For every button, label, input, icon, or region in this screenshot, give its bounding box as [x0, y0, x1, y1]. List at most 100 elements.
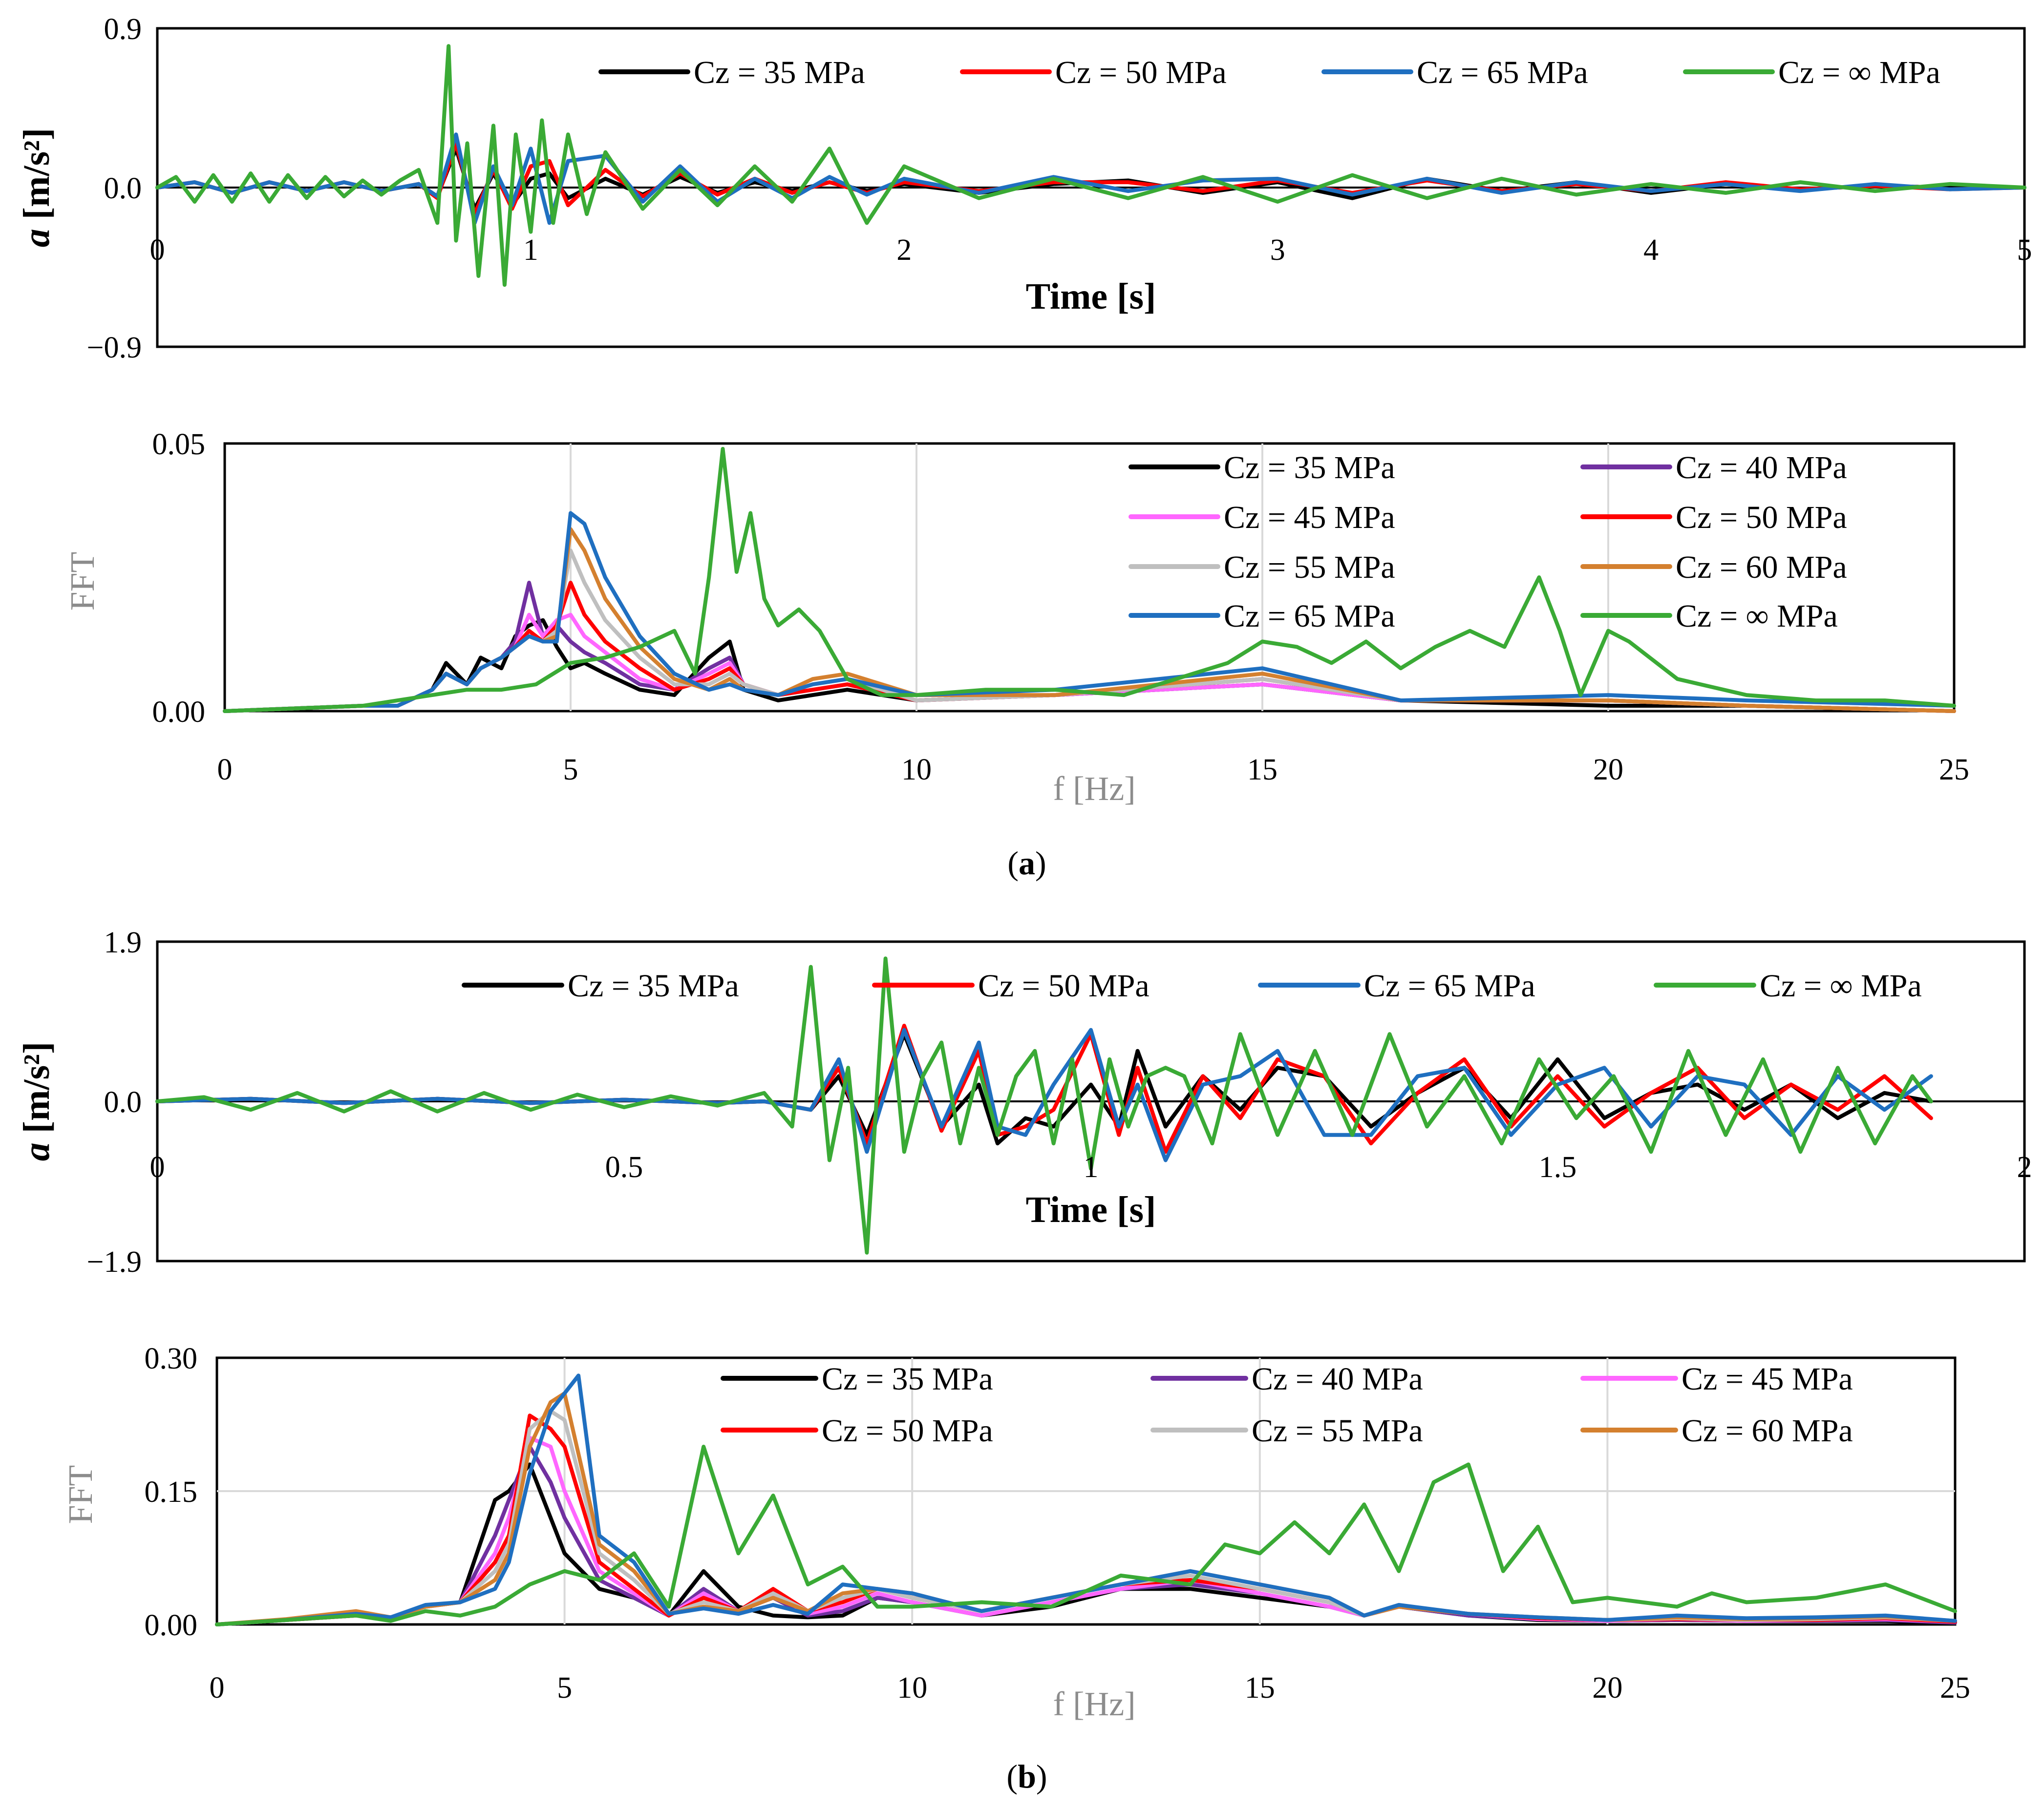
x-axis-title-a-fft: f [Hz]	[1053, 770, 1135, 808]
legend-label: Cz = 45 MPa	[1224, 500, 1395, 535]
legend-a-time: Cz = 35 MPa Cz = 50 MPa Cz = 65 MPa Cz = ∞ …	[598, 55, 1940, 90]
legend-label: Cz = ∞ MPa	[1676, 598, 1838, 634]
legend-label: Cz = 35 MPa	[568, 968, 739, 1004]
legend-label: Cz = 35 MPa	[822, 1361, 993, 1397]
y-tick-label: 0.0	[104, 172, 142, 205]
legend-label: Cz = 50 MPa	[1676, 500, 1847, 535]
x-tick-label: 1	[1084, 1151, 1099, 1184]
y-tick-label: 0.00	[152, 695, 206, 729]
y-tick-label: 0.15	[145, 1475, 198, 1509]
y-axis-title-b-fft: FFT	[62, 1465, 100, 1524]
series-line-cz65	[215, 1373, 1957, 1626]
legend-label: Cz = 50 MPa	[1055, 55, 1227, 90]
y-tick-label: 0.9	[104, 13, 142, 46]
caption-a-letter: a	[1019, 844, 1035, 882]
y-axis-title-b-time: a [m/s²]	[16, 1042, 57, 1161]
series-layer-b-time	[155, 956, 2024, 1255]
legend-label: Cz = ∞ MPa	[1778, 55, 1940, 90]
legend-label: Cz = 45 MPa	[1682, 1361, 1853, 1397]
caption-b-letter: b	[1018, 1758, 1036, 1795]
caption-a-open: (	[1007, 844, 1019, 882]
x-tick-label: 20	[1592, 1671, 1622, 1705]
y-tick-label: 1.9	[104, 926, 142, 959]
x-ticks-b-fft: 0 5 10 15 20 25	[210, 1671, 1971, 1705]
legend-label: Cz = 55 MPa	[1252, 1413, 1423, 1449]
y-ticks-a-time: 0.9 0.0 −0.9	[87, 13, 142, 364]
chart-a-time-history: 0 1 2 3 4 5 0.9 0.0 −0.9 Time [s] a [m/s²] Cz =…	[16, 13, 2032, 364]
legend-a-fft: Cz = 35 MPa Cz = 40 MPa Cz = 45 MPa Cz = 50…	[1128, 450, 1847, 634]
x-tick-label: 5	[557, 1671, 572, 1705]
x-tick-label: 0	[210, 1671, 225, 1705]
y-axis-title-a-fft: FFT	[64, 552, 102, 611]
legend-label: Cz = 50 MPa	[978, 968, 1150, 1004]
y-ticks-b-fft: 0.30 0.15 0.00	[145, 1342, 198, 1642]
legend-b-fft: Cz = 35 MPa Cz = 40 MPa Cz = 45 MPa Cz = 50…	[721, 1361, 1853, 1449]
series-layer-a-fft	[223, 447, 1956, 713]
legend-label: Cz = 60 MPa	[1682, 1413, 1853, 1449]
x-tick-label: 10	[901, 753, 932, 786]
series-line-czinf	[155, 44, 2026, 287]
x-tick-label: 0	[217, 753, 233, 786]
x-axis-title-b-fft: f [Hz]	[1053, 1686, 1135, 1723]
chart-b-fft: 0 5 10 15 20 25 0.30 0.15 0.00 f [Hz] FFT Cz = …	[62, 1342, 1970, 1723]
x-tick-label: 0	[150, 1151, 165, 1184]
x-tick-label: 5	[563, 753, 578, 786]
caption-a-close: )	[1035, 844, 1046, 882]
legend-label: Cz = ∞ MPa	[1760, 968, 1922, 1004]
x-tick-label: 3	[1270, 233, 1285, 267]
series-layer-a-time	[155, 44, 2026, 287]
y-tick-label: 0.00	[145, 1609, 198, 1642]
x-tick-label: 1.5	[1539, 1151, 1577, 1184]
legend-label: Cz = 65 MPa	[1417, 55, 1588, 90]
x-tick-label: 15	[1245, 1671, 1275, 1705]
plot-area-a-fft	[223, 442, 1956, 713]
x-tick-label: 2	[896, 233, 912, 267]
x-axis-title-a-time: Time [s]	[1026, 276, 1156, 317]
legend-b-time: Cz = 35 MPa Cz = 50 MPa Cz = 65 MPa Cz = ∞ …	[462, 968, 1922, 1004]
y-axis-title-unit: [m/s²]	[16, 128, 57, 229]
x-tick-label: 0.5	[605, 1151, 643, 1184]
x-tick-label: 0	[150, 233, 165, 267]
legend-label: Cz = 35 MPa	[694, 55, 865, 90]
x-tick-label: 4	[1643, 233, 1659, 267]
x-tick-label: 25	[1939, 753, 1969, 786]
y-tick-label: 0.05	[152, 428, 206, 461]
y-axis-title-a-time: a [m/s²]	[16, 128, 57, 247]
series-layer-b-fft	[215, 1373, 1957, 1626]
x-axis-title-b-time: Time [s]	[1026, 1189, 1156, 1230]
x-tick-label: 25	[1940, 1671, 1970, 1705]
series-line-czinf	[215, 1445, 1957, 1626]
y-tick-label: 0.0	[104, 1086, 142, 1119]
chart-b-time-history: 0 0.5 1 1.5 2 1.9 0.0 −1.9 Time [s] a [m/s²] C…	[16, 926, 2032, 1279]
legend-label: Cz = 35 MPa	[1224, 450, 1395, 485]
chart-a-fft: 0 5 10 15 20 25 0.05 0.00 f [Hz] FFT Cz = 35 M…	[64, 428, 1969, 808]
x-tick-label: 2	[2017, 1151, 2032, 1184]
legend-label: Cz = 60 MPa	[1676, 549, 1847, 585]
legend-label: Cz = 65 MPa	[1224, 598, 1395, 634]
x-tick-label: 20	[1593, 753, 1623, 786]
y-axis-title-variable: a	[16, 229, 57, 247]
y-tick-label: 0.30	[145, 1342, 198, 1375]
legend-label: Cz = 55 MPa	[1224, 549, 1395, 585]
x-ticks-a-fft: 0 5 10 15 20 25	[217, 753, 1970, 786]
x-tick-label: 5	[2017, 233, 2032, 267]
caption-b-close: )	[1036, 1758, 1047, 1795]
series-line-czinf	[223, 447, 1956, 713]
y-axis-title-unit: [m/s²]	[16, 1042, 57, 1142]
x-tick-label: 10	[897, 1671, 927, 1705]
y-ticks-b-time: 1.9 0.0 −1.9	[87, 926, 142, 1279]
caption-a: (a)	[1007, 844, 1046, 882]
legend-label: Cz = 65 MPa	[1364, 968, 1535, 1004]
y-tick-label: −1.9	[87, 1245, 142, 1279]
series-line-czinf	[155, 956, 1933, 1255]
legend-label: Cz = 50 MPa	[822, 1413, 993, 1449]
legend-label: Cz = 40 MPa	[1252, 1361, 1423, 1397]
y-tick-label: −0.9	[87, 331, 142, 364]
y-axis-title-variable: a	[16, 1142, 57, 1161]
x-tick-label: 1	[523, 233, 538, 267]
legend-label: Cz = 40 MPa	[1676, 450, 1847, 485]
caption-b-open: (	[1006, 1758, 1018, 1795]
caption-b: (b)	[1006, 1758, 1047, 1795]
x-ticks-b-time: 0 0.5 1 1.5 2	[150, 1151, 2032, 1184]
